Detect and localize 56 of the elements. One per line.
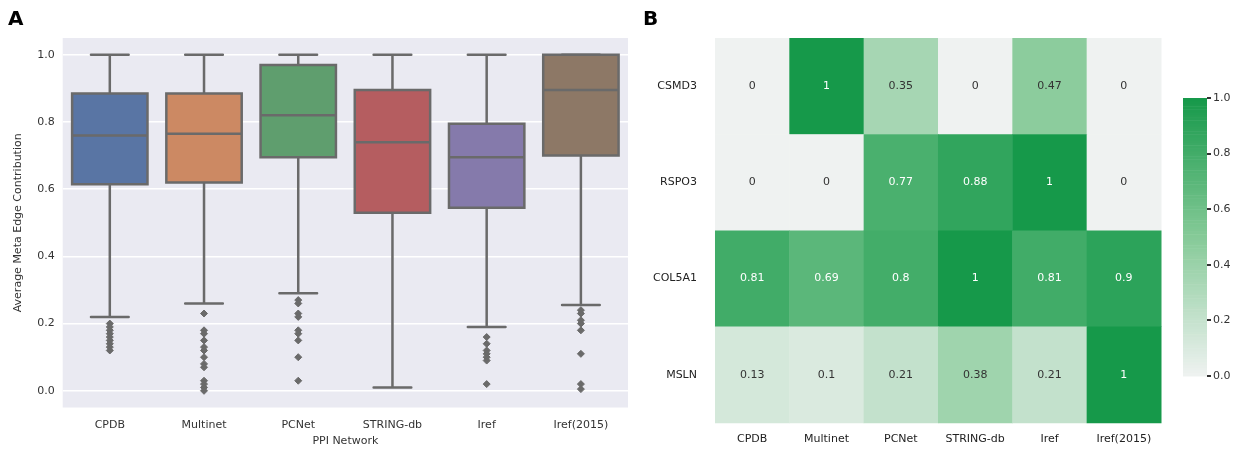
data-label: 0.8 xyxy=(892,271,910,285)
y-tick-label: COL5A1 xyxy=(652,271,697,285)
data-label: 0.21 xyxy=(888,367,914,381)
x-tick-label: Multinet xyxy=(804,432,850,446)
x-tick-label: Iref xyxy=(477,418,497,432)
color-bar-label: 1.0 xyxy=(1213,90,1231,104)
data-label: 0.69 xyxy=(814,271,839,285)
x-tick-label: Iref(2015) xyxy=(1096,432,1152,446)
y-tick-label: MSLN xyxy=(666,367,697,381)
y-tick-label: 0.0 xyxy=(37,383,55,397)
data-label: 0 xyxy=(748,78,756,92)
data-label: 0.35 xyxy=(888,78,914,92)
x-tick-label: PCNet xyxy=(884,432,919,446)
data-label: 0.47 xyxy=(1037,78,1062,92)
data-label: 0.88 xyxy=(962,175,988,189)
y-tick-label: CSMD3 xyxy=(657,78,697,92)
y-tick-label: 0.4 xyxy=(37,249,55,263)
y-tick-label: 0.8 xyxy=(37,114,55,128)
x-tick-label: Multinet xyxy=(181,418,228,432)
color-bar-label: 0.0 xyxy=(1213,368,1231,382)
data-label: 0.81 xyxy=(739,271,765,285)
y-tick-label: 1.0 xyxy=(37,47,55,61)
data-label: 0.77 xyxy=(888,175,914,189)
y-tick-label: 0.2 xyxy=(37,316,55,330)
x-tick-label: STRING-db xyxy=(945,432,1005,446)
y-tick-label: 0.6 xyxy=(37,182,55,196)
data-label: 0 xyxy=(1120,78,1128,92)
y-tick-label: RSPO3 xyxy=(660,175,697,189)
y-axis-title: Average Meta Edge Contribution xyxy=(11,133,25,313)
data-label: 0.38 xyxy=(962,367,988,381)
color-bar-label: 0.4 xyxy=(1213,257,1231,271)
x-tick-label: Iref(2015) xyxy=(553,418,609,432)
data-label: 0.81 xyxy=(1037,271,1062,285)
data-label: 0.13 xyxy=(739,367,765,381)
chart-title: B xyxy=(643,6,659,31)
data-label: 1 xyxy=(971,271,979,285)
x-tick-label: CPDB xyxy=(736,432,768,446)
data-label: 0 xyxy=(822,175,830,189)
data-label: 0 xyxy=(748,175,756,189)
data-label: 1 xyxy=(1046,175,1053,189)
data-label: 0 xyxy=(1120,175,1128,189)
data-label: 1 xyxy=(822,78,830,92)
x-tick-label: CPDB xyxy=(94,418,125,432)
color-bar-label: 0.8 xyxy=(1213,146,1231,160)
color-bar-label: 0.6 xyxy=(1213,202,1231,216)
x-tick-label: STRING-db xyxy=(362,418,423,432)
data-label: 0.1 xyxy=(817,367,836,381)
x-tick-label: Iref xyxy=(1040,432,1060,446)
data-label: 0.9 xyxy=(1115,271,1133,285)
color-bar-label: 0.2 xyxy=(1213,313,1231,327)
x-axis-title: PPI Network xyxy=(312,434,379,448)
data-label: 0.21 xyxy=(1037,367,1062,381)
data-label: 0 xyxy=(971,78,979,92)
data-label: 1 xyxy=(1120,367,1128,381)
chart-title: A xyxy=(8,6,24,31)
x-tick-label: PCNet xyxy=(281,418,316,432)
